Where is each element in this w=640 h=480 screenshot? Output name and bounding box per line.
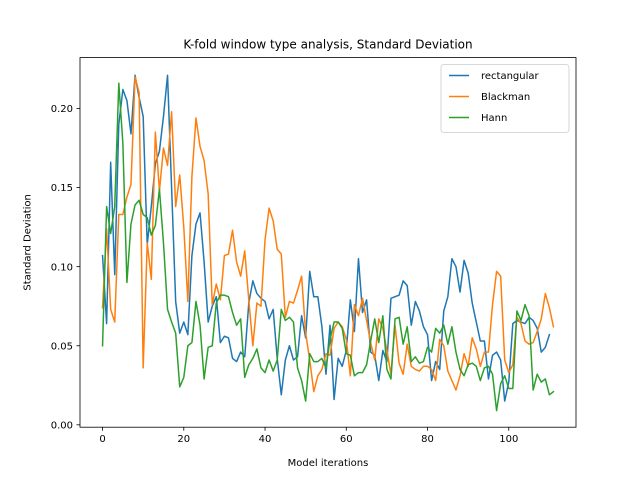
y-tick-label: 0.00: [51, 420, 73, 431]
series-lines: [101, 74, 555, 412]
x-tick-label: 40: [259, 434, 272, 445]
x-axis-ticks: 0 20 40 60 80 100: [99, 427, 518, 445]
y-tick-label: 0.10: [51, 262, 73, 273]
legend: rectangular Blackman Hann: [440, 64, 570, 133]
x-tick-label: 80: [421, 434, 434, 445]
y-axis-label: Standard Deviation: [23, 194, 34, 291]
x-tick-label: 0: [99, 434, 105, 445]
legend-label-blackman: Blackman: [481, 92, 530, 103]
series-line-hann: [101, 82, 555, 412]
y-tick-label: 0.15: [51, 183, 73, 194]
plot-frame: [79, 57, 577, 428]
y-axis-ticks: 0.00 0.05 0.10 0.15 0.20: [51, 104, 80, 431]
chart-title: K-fold window type analysis, Standard De…: [183, 38, 472, 52]
y-tick-label: 0.20: [51, 104, 73, 115]
legend-label-hann: Hann: [481, 113, 507, 124]
legend-box: [440, 64, 570, 133]
legend-label-rectangular: rectangular: [481, 71, 540, 82]
x-axis-label: Model iterations: [288, 458, 369, 469]
series-line-rectangular: [101, 74, 551, 402]
x-tick-label: 60: [340, 434, 353, 445]
x-tick-label: 100: [499, 434, 518, 445]
y-tick-label: 0.05: [51, 341, 73, 352]
x-tick-label: 20: [177, 434, 190, 445]
